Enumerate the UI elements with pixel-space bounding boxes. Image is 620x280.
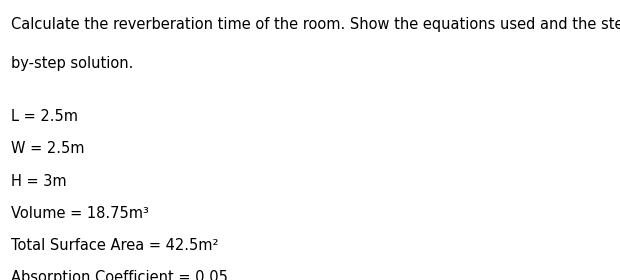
Text: H = 3m: H = 3m [11,174,67,189]
Text: Calculate the reverberation time of the room. Show the equations used and the st: Calculate the reverberation time of the … [11,17,620,32]
Text: W = 2.5m: W = 2.5m [11,141,85,157]
Text: by-step solution.: by-step solution. [11,56,133,71]
Text: L = 2.5m: L = 2.5m [11,109,78,124]
Text: Total Surface Area = 42.5m²: Total Surface Area = 42.5m² [11,238,219,253]
Text: Volume = 18.75m³: Volume = 18.75m³ [11,206,149,221]
Text: Absorption Coefficient = 0.05: Absorption Coefficient = 0.05 [11,270,228,280]
